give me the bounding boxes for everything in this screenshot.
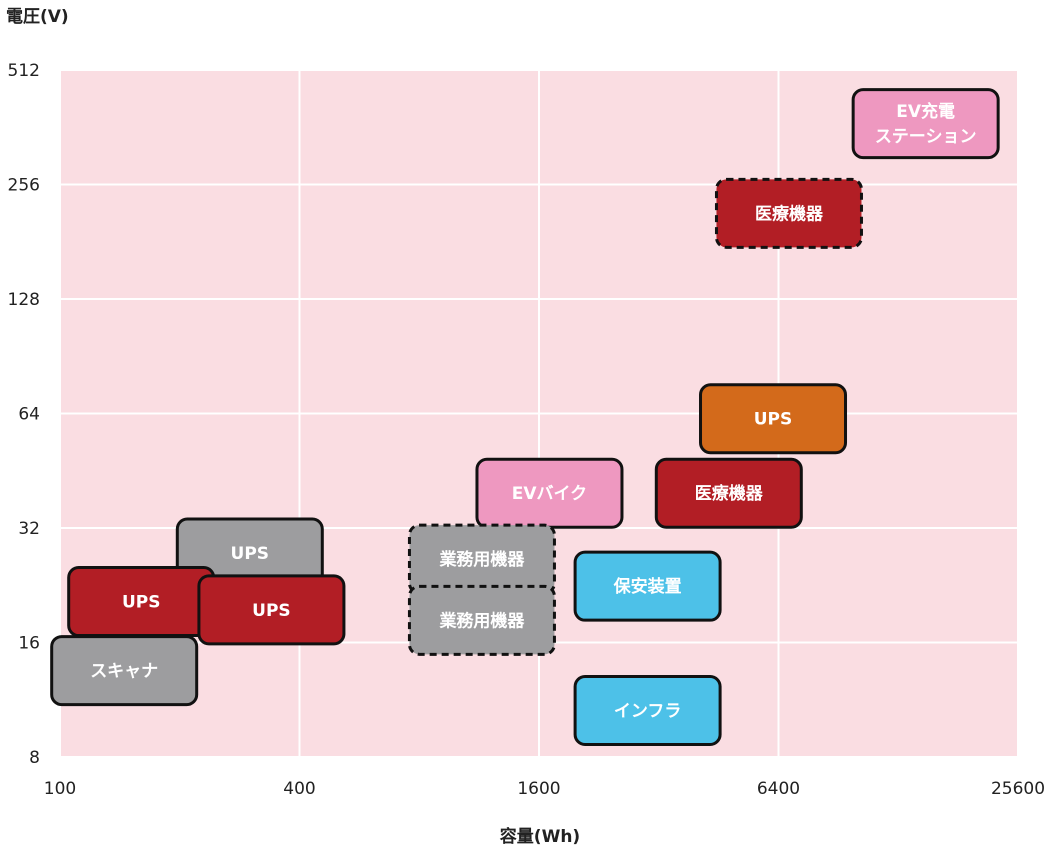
x-tick-label: 25600	[991, 779, 1045, 799]
chart-item: UPS	[197, 574, 346, 646]
item-box	[573, 550, 722, 622]
item-label: EVバイク	[512, 484, 587, 504]
chart-item: 業務用機器	[407, 584, 556, 656]
y-axis-title: 電圧(V)	[6, 7, 69, 27]
chart-item: 医療機器	[714, 177, 863, 249]
item-box	[851, 88, 1000, 160]
chart-item: 医療機器	[654, 457, 803, 529]
y-tick-label: 16	[18, 634, 40, 654]
x-tick-label: 6400	[757, 779, 800, 799]
item-label: 医療機器	[755, 203, 824, 224]
item-label: UPS	[252, 601, 291, 621]
chart-item: UPS	[175, 517, 324, 589]
chart-item: スキャナ	[50, 635, 199, 707]
y-tick-label: 32	[18, 519, 40, 539]
chart-item: UPS	[67, 566, 216, 638]
x-tick-label: 1600	[517, 779, 560, 799]
item-box	[573, 675, 722, 747]
y-tick-label: 64	[18, 405, 40, 425]
item-label: ステーション	[875, 127, 977, 147]
x-axis-title: 容量(Wh)	[500, 826, 580, 847]
item-label: 業務用機器	[439, 610, 525, 631]
item-box	[50, 635, 199, 707]
item-label: 保安装置	[613, 576, 682, 597]
chart-item: 保安装置	[573, 550, 722, 622]
item-box	[654, 457, 803, 529]
y-tick-label: 256	[8, 176, 40, 196]
chart-item: EVバイク	[475, 457, 624, 529]
item-box	[699, 383, 848, 455]
item-label: UPS	[231, 544, 270, 564]
item-label: EV充電	[896, 101, 955, 122]
item-box	[714, 177, 863, 249]
x-tick-label: 100	[44, 779, 76, 799]
x-tick-label: 400	[283, 779, 315, 799]
chart-item: インフラ	[573, 675, 722, 747]
item-label: 医療機器	[695, 483, 764, 504]
item-label: スキャナ	[90, 662, 158, 682]
y-tick-label: 128	[8, 290, 40, 310]
y-tick-label: 512	[8, 61, 40, 81]
chart-item: UPS	[699, 383, 848, 455]
item-box	[407, 584, 556, 656]
item-label: インフラ	[614, 702, 682, 722]
item-box	[197, 574, 346, 646]
item-label: UPS	[122, 593, 161, 613]
y-axis-ticks: 512 256 128 64 32 16 8	[8, 61, 40, 768]
y-tick-label: 8	[29, 748, 40, 768]
item-label: UPS	[754, 410, 793, 430]
x-axis-ticks: 100 400 1600 6400 25600	[44, 779, 1045, 799]
chart-item: 業務用機器	[407, 523, 556, 595]
item-label: 業務用機器	[439, 549, 525, 570]
